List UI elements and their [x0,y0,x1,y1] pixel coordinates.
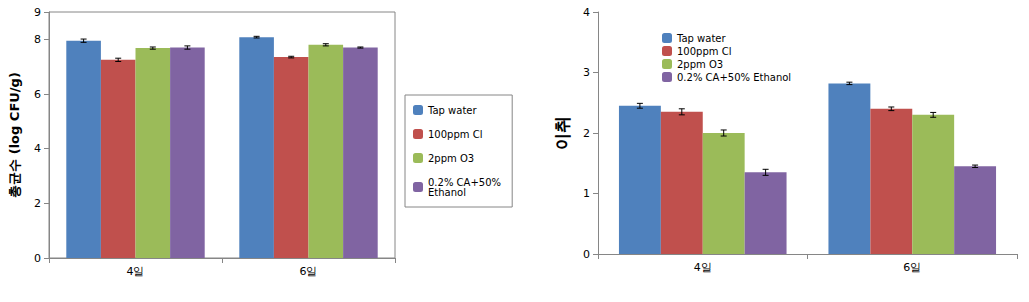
svg-text:2: 2 [583,127,590,140]
svg-text:6일: 6일 [300,265,318,278]
svg-text:1: 1 [583,187,590,200]
svg-text:0: 0 [34,252,41,265]
svg-text:Tap water: Tap water [676,33,726,44]
svg-text:이취: 이취 [552,116,572,150]
svg-text:4일: 4일 [694,261,712,274]
svg-text:6일: 6일 [903,261,921,274]
svg-text:2ppm O3: 2ppm O3 [428,153,474,164]
svg-text:6: 6 [34,88,41,101]
svg-text:100ppm Cl: 100ppm Cl [428,129,482,140]
svg-text:9: 9 [34,6,41,19]
svg-text:Ethanol: Ethanol [428,187,466,198]
svg-text:3: 3 [583,66,590,79]
svg-text:Tap water: Tap water [427,105,477,116]
svg-text:4: 4 [583,6,590,19]
svg-text:0.2% CA+50%: 0.2% CA+50% [428,176,505,188]
svg-text:100ppm Cl: 100ppm Cl [677,46,731,57]
svg-text:0: 0 [583,248,590,261]
svg-text:4: 4 [34,142,41,155]
svg-text:총균수 (log CFU/g): 총균수 (log CFU/g) [7,72,22,198]
svg-text:4일: 4일 [127,265,145,278]
svg-text:2: 2 [34,197,41,210]
svg-text:2ppm O3: 2ppm O3 [677,59,723,70]
svg-text:0.2% CA+50% Ethanol: 0.2% CA+50% Ethanol [677,72,791,83]
svg-text:8: 8 [34,33,41,46]
